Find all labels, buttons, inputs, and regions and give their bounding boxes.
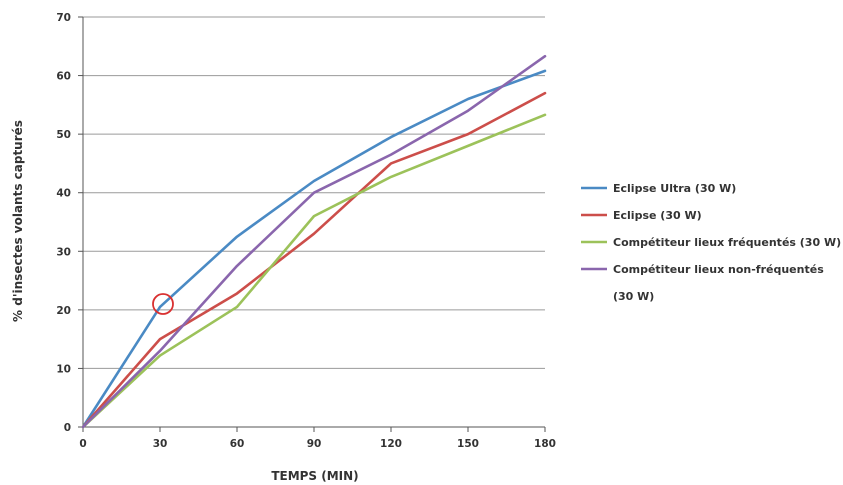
y-tick-label: 50 <box>56 129 71 141</box>
x-tick-label: 30 <box>153 438 168 450</box>
x-axis-title: TEMPS (MIN) <box>271 469 358 483</box>
y-tick-label: 40 <box>56 188 71 200</box>
highlight-circle <box>152 293 174 315</box>
y-tick-label: 70 <box>56 12 71 24</box>
gridlines <box>83 16 545 369</box>
x-tick-label: 90 <box>307 438 322 450</box>
series-lines <box>81 54 547 429</box>
series-line-2 <box>81 91 547 429</box>
legend-label: Eclipse (30 W) <box>613 209 702 222</box>
axes <box>78 16 546 432</box>
series-line-3 <box>81 113 547 429</box>
x-tick-label: 60 <box>230 438 245 450</box>
annotation <box>152 293 174 315</box>
y-tick-label: 60 <box>56 71 71 83</box>
legend: Eclipse Ultra (30 W) Eclipse (30 W) Compét… <box>581 182 841 303</box>
x-tick-label: 180 <box>534 438 556 450</box>
x-tick-label: 0 <box>79 438 86 450</box>
legend-label: Eclipse Ultra (30 W) <box>613 182 736 195</box>
y-tick-labels: 0 10 20 30 40 50 60 70 <box>56 12 71 434</box>
y-tick-label: 0 <box>64 422 71 434</box>
x-tick-labels: 0 30 60 90 120 150 180 <box>79 438 556 450</box>
x-tick-label: 120 <box>380 438 402 450</box>
legend-label: Compétiteur lieux fréquentés (30 W) <box>613 236 841 249</box>
y-tick-label: 10 <box>56 363 71 375</box>
y-axis-title: % d'insectes volants capturés <box>11 120 25 322</box>
series-line-4 <box>81 54 547 429</box>
series-line-1 <box>81 69 547 429</box>
x-tick-label: 150 <box>457 438 479 450</box>
legend-label: Compétiteur lieux non-fréquentés <box>613 263 824 276</box>
legend-label-cont: (30 W) <box>613 290 654 303</box>
y-tick-label: 20 <box>56 305 71 317</box>
y-tick-label: 30 <box>56 246 71 258</box>
